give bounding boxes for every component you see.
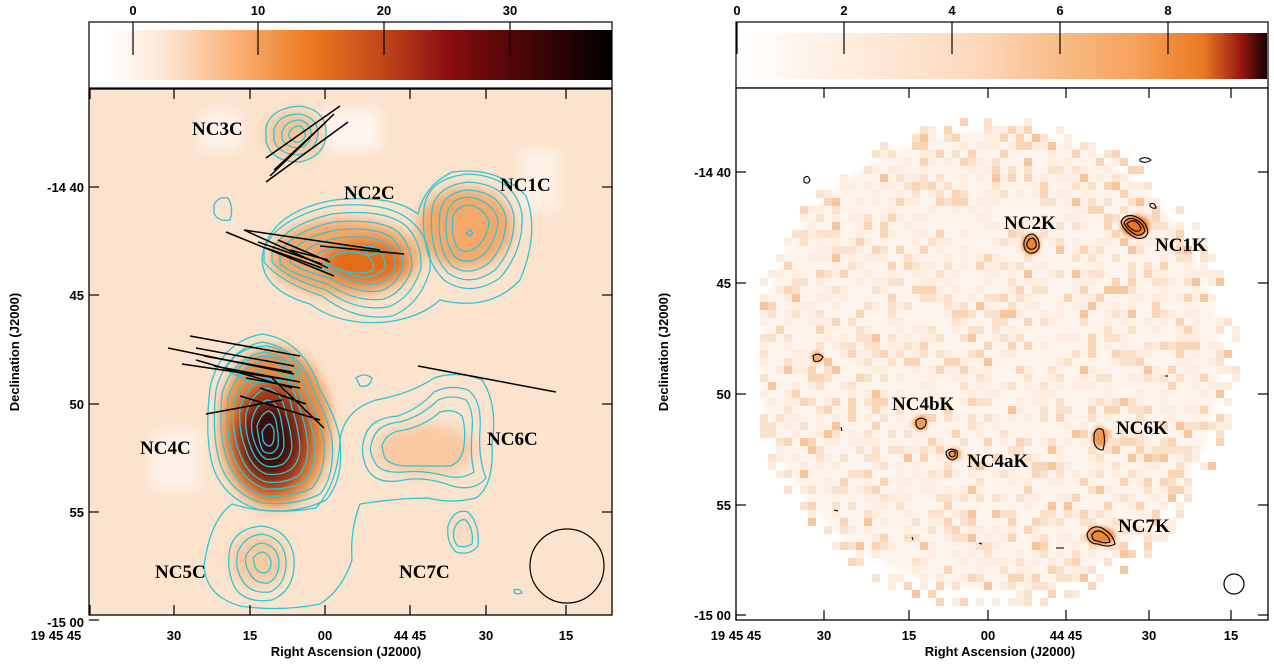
- label-nc2k: NC2K: [1004, 213, 1056, 234]
- left-ytick-1: 45: [70, 288, 84, 303]
- right-y-ticks: [736, 171, 1268, 616]
- label-nc2c: NC2C: [344, 183, 395, 204]
- label-nc5c: NC5C: [155, 562, 206, 583]
- right-cbar-label-0: 0: [733, 3, 740, 18]
- right-frame: [735, 87, 1269, 621]
- right-xtick-2: 15: [902, 628, 916, 643]
- right-panel: 0 2 4 6 8: [656, 3, 1269, 659]
- left-cbar-label-1: 10: [251, 3, 265, 18]
- left-x-ticks: [89, 89, 567, 615]
- right-x-axis-title: Right Ascension (J2000): [925, 644, 1076, 659]
- left-xtick-2: 15: [243, 628, 257, 643]
- left-xtick-3: 00: [318, 628, 332, 643]
- left-frame: [88, 88, 613, 616]
- right-cbar-label-3: 6: [1056, 3, 1063, 18]
- right-contours: [803, 157, 1168, 549]
- label-nc4bk: NC4bK: [892, 394, 955, 415]
- right-xtick-3: 00: [981, 628, 995, 643]
- right-cbar-label-4: 8: [1164, 3, 1171, 18]
- right-xtick-6: 15: [1224, 628, 1238, 643]
- right-cbar-label-1: 2: [840, 3, 847, 18]
- right-ytick-3: 55: [717, 498, 731, 513]
- left-y-ticks: [89, 186, 612, 621]
- right-ytick-2: 50: [717, 387, 731, 402]
- right-xtick-5: 30: [1142, 628, 1156, 643]
- right-ytick-4: -15 00: [694, 608, 731, 623]
- label-nc1k: NC1K: [1155, 235, 1207, 256]
- left-ytick-2: 50: [70, 397, 84, 412]
- left-colorbar-frame: [88, 21, 613, 89]
- right-y-axis-title: Declination (J2000): [656, 293, 671, 412]
- left-ytick-3: 55: [70, 505, 84, 520]
- right-cbar-label-2: 4: [948, 3, 956, 18]
- label-nc4ak: NC4aK: [967, 451, 1028, 472]
- right-beam: [1223, 573, 1245, 595]
- label-nc6c: NC6C: [487, 429, 538, 450]
- right-colorbar-gradient: [736, 33, 1267, 79]
- left-vectors: [167, 105, 557, 429]
- left-cbar-label-2: 20: [377, 3, 391, 18]
- label-nc6k: NC6K: [1116, 418, 1168, 439]
- right-heatmap: [736, 88, 1268, 620]
- left-contours: [203, 105, 533, 610]
- left-ytick-0: -14 40: [47, 180, 84, 195]
- label-nc1c: NC1C: [500, 175, 551, 196]
- left-colorbar-gradient: [104, 30, 612, 80]
- left-cbar-label-0: 0: [129, 3, 136, 18]
- right-colorbar: 0 2 4 6 8: [733, 3, 1269, 89]
- left-y-axis-title: Declination (J2000): [7, 293, 22, 412]
- left-xtick-0: 19 45 45: [31, 628, 82, 643]
- left-ytick-4: -15 00: [47, 615, 84, 630]
- left-beam: [529, 528, 605, 604]
- label-nc4c: NC4C: [140, 438, 191, 459]
- left-xtick-5: 30: [479, 628, 493, 643]
- left-xtick-1: 30: [167, 628, 181, 643]
- left-colorbar: 0 10 20 30: [88, 3, 613, 89]
- left-x-axis-title: Right Ascension (J2000): [271, 644, 422, 659]
- right-xtick-4: 44 45: [1050, 628, 1083, 643]
- right-xtick-1: 30: [817, 628, 831, 643]
- left-xtick-4: 44 45: [394, 628, 427, 643]
- label-nc7c: NC7C: [399, 562, 450, 583]
- right-ytick-0: -14 40: [694, 165, 731, 180]
- left-cbar-label-3: 30: [503, 3, 517, 18]
- label-nc3c: NC3C: [192, 119, 243, 140]
- left-panel: 0 10 20 30: [7, 3, 613, 659]
- right-ytick-1: 45: [717, 276, 731, 291]
- right-xtick-0: 19 45 45: [711, 628, 762, 643]
- left-heatmap: [89, 89, 612, 615]
- label-nc7k: NC7K: [1118, 516, 1170, 537]
- left-xtick-6: 15: [559, 628, 573, 643]
- right-noise-pixels: [760, 118, 1240, 606]
